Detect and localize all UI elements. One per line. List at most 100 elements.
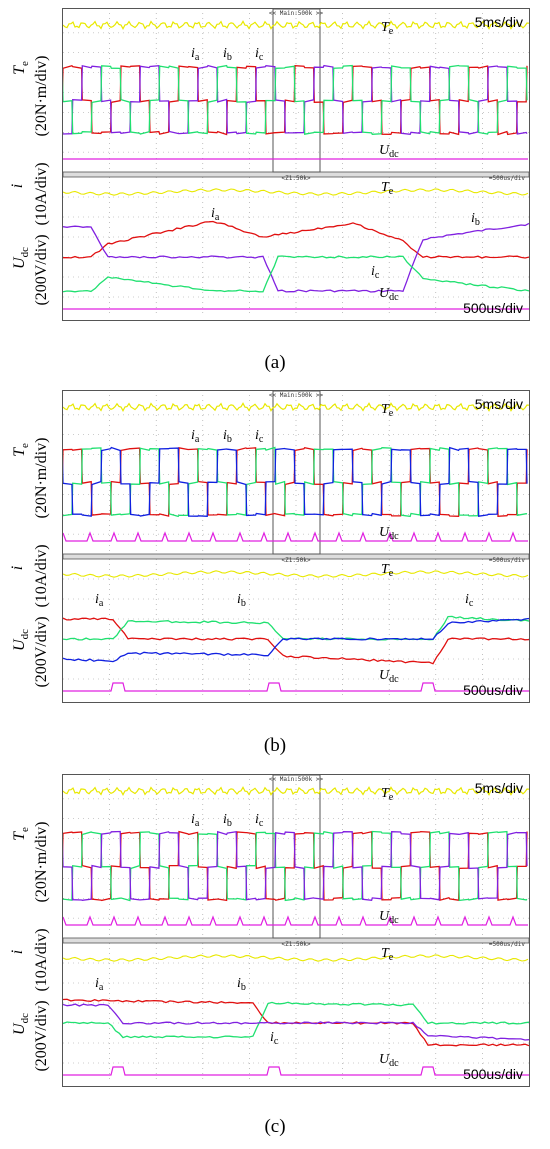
label-ia-lower-a: ia [211,206,220,223]
label-ia-upper-b: ia [191,428,200,445]
zoom-tag-top-a: << Main:500k >> [269,10,324,17]
ylab-lower-symbol-b: Udc [11,629,31,651]
mid-right-tag-b: =500us/div [489,557,526,564]
label-ia-upper-a: ia [191,46,200,63]
scope-a: << Main:500k >> <Z1:50k> =500us/div Te Te ia i… [62,8,530,321]
te-upper-b [63,402,529,412]
ylab-mid-symbol-c: i [9,950,26,954]
ylab-svg-a: Te (20N·m/div) i (10A/div) Udc (200V/div) [9,56,50,306]
phase-current-lower-1-a [63,222,529,293]
udc-lower-b [63,682,529,692]
zoom-tag-mid-c: <Z1:50k> [282,941,311,948]
time-label-upper-b: 5ms/div [475,396,523,412]
label-udc-upper-c: Udc [379,909,399,926]
label-udc-upper-a: Udc [379,143,399,160]
zoom-tag-mid-a: <Z1:50k> [282,175,311,182]
ylab-upper-symbol-c: Te [11,827,31,841]
zoom-tag-top-c: << Main:500k >> [269,776,324,783]
phase-current-lower-1-c [63,1001,529,1039]
label-ib-lower-c: ib [237,976,246,993]
label-ia-upper-c: ia [191,812,200,829]
te-upper-a [63,20,529,30]
label-ic-lower-b: ic [465,592,474,609]
grid-a [63,13,529,317]
ylab-lower-unit-a: (200V/div) [33,234,50,305]
te-lower-a [63,188,529,196]
ylab-upper-unit-b: (20N·m/div) [33,438,50,519]
ylab-mid-unit-b: (10A/div) [33,544,50,607]
te-lower-c [63,954,529,962]
label-ib-lower-b: ib [237,592,246,609]
ylab-svg-c: Te (20N·m/div) i (10A/div) Udc (200V/div) [9,822,50,1072]
udc-upper-b [63,531,528,542]
phase-current-upper-2-a [63,64,528,135]
ylab-lower-unit-c: (200V/div) [33,1000,50,1071]
phase-current-lower-0-a [63,220,529,259]
zoom-tag-top-b: << Main:500k >> [269,392,324,399]
label-ic-upper-c: ic [255,812,264,829]
label-udc-upper-b: Udc [379,525,399,542]
label-ic-upper-a: ic [255,46,264,63]
label-udc-lower-b: Udc [379,668,399,685]
phase-current-upper-2-b [63,446,528,517]
label-ia-lower-c: ia [95,976,104,993]
label-ic-upper-b: ic [255,428,264,445]
mid-right-tag-c: =500us/div [489,941,526,948]
ylab-mid-unit-c: (10A/div) [33,928,50,991]
phase-current-lower-2-b [63,617,529,663]
label-te-upper-c: Te [381,786,394,803]
ylab-upper-symbol-a: Te [11,61,31,75]
label-te-upper-b: Te [381,402,394,419]
time-label-upper-c: 5ms/div [475,780,523,796]
label-ia-lower-b: ia [95,592,104,609]
label-udc-lower-a: Udc [379,286,399,303]
time-label-lower-b: 500us/div [463,682,523,698]
grid-c [63,779,529,1083]
label-te-lower-a: Te [381,180,394,197]
y-axis-labels-b: Te (20N·m/div) i (10A/div) Udc (200V/div) [0,390,60,708]
label-ic-lower-c: ic [270,1030,279,1047]
phase-current-lower-2-c [63,1003,529,1041]
zoom-tag-mid-b: <Z1:50k> [282,557,311,564]
mid-right-tag-a: =500us/div [489,175,526,182]
ylab-svg-b: Te (20N·m/div) i (10A/div) Udc (200V/div) [9,438,50,688]
udc-lower-c [63,1066,529,1076]
te-lower-b [63,570,529,578]
ylab-mid-symbol-a: i [9,184,26,188]
scope-svg-a: << Main:500k >> <Z1:50k> =500us/div Te Te ia i… [63,9,529,317]
ylab-lower-symbol-c: Udc [11,1013,31,1035]
label-ib-lower-a: ib [471,211,480,228]
phase-current-upper-2-c [63,830,528,902]
caption-a: (a) [264,352,286,373]
ylab-lower-symbol-a: Udc [11,247,31,269]
label-te-lower-c: Te [381,946,394,963]
scope-c: << Main:500k >> <Z1:50k> =500us/div Te Te ia i… [62,774,530,1087]
time-label-upper-a: 5ms/div [475,14,523,30]
label-te-lower-b: Te [381,562,394,579]
label-udc-lower-c: Udc [379,1052,399,1069]
zoom-window-a [272,9,321,173]
zoom-window-c [272,775,321,939]
y-axis-labels-c: Te (20N·m/div) i (10A/div) Udc (200V/div) [0,774,60,1092]
label-ib-upper-b: ib [223,428,232,445]
label-ib-upper-a: ib [223,46,232,63]
grid-b [63,395,529,699]
caption-b: (b) [263,735,287,756]
udc-upper-c [63,915,528,926]
time-label-lower-c: 500us/div [463,1066,523,1082]
ylab-upper-unit-a: (20N·m/div) [33,56,50,137]
label-te-upper-a: Te [381,20,394,37]
scope-svg-b: << Main:500k >> <Z1:50k> =500us/div Te Te ia i… [63,391,529,699]
label-ic-lower-a: ic [371,264,380,281]
ylab-upper-symbol-b: Te [11,443,31,457]
ylab-mid-unit-a: (10A/div) [33,162,50,225]
scope-b: << Main:500k >> <Z1:50k> =500us/div Te Te ia i… [62,390,530,703]
phase-current-lower-0-b [63,617,529,665]
caption-c: (c) [264,1116,286,1137]
time-label-lower-a: 500us/div [463,300,523,316]
te-upper-c [63,786,529,796]
ylab-lower-unit-b: (200V/div) [33,616,50,687]
y-axis-labels-a: Te (20N·m/div) i (10A/div) Udc (200V/div) [0,8,60,326]
zoom-window-b [272,391,321,555]
phase-current-lower-2-a [63,255,529,293]
